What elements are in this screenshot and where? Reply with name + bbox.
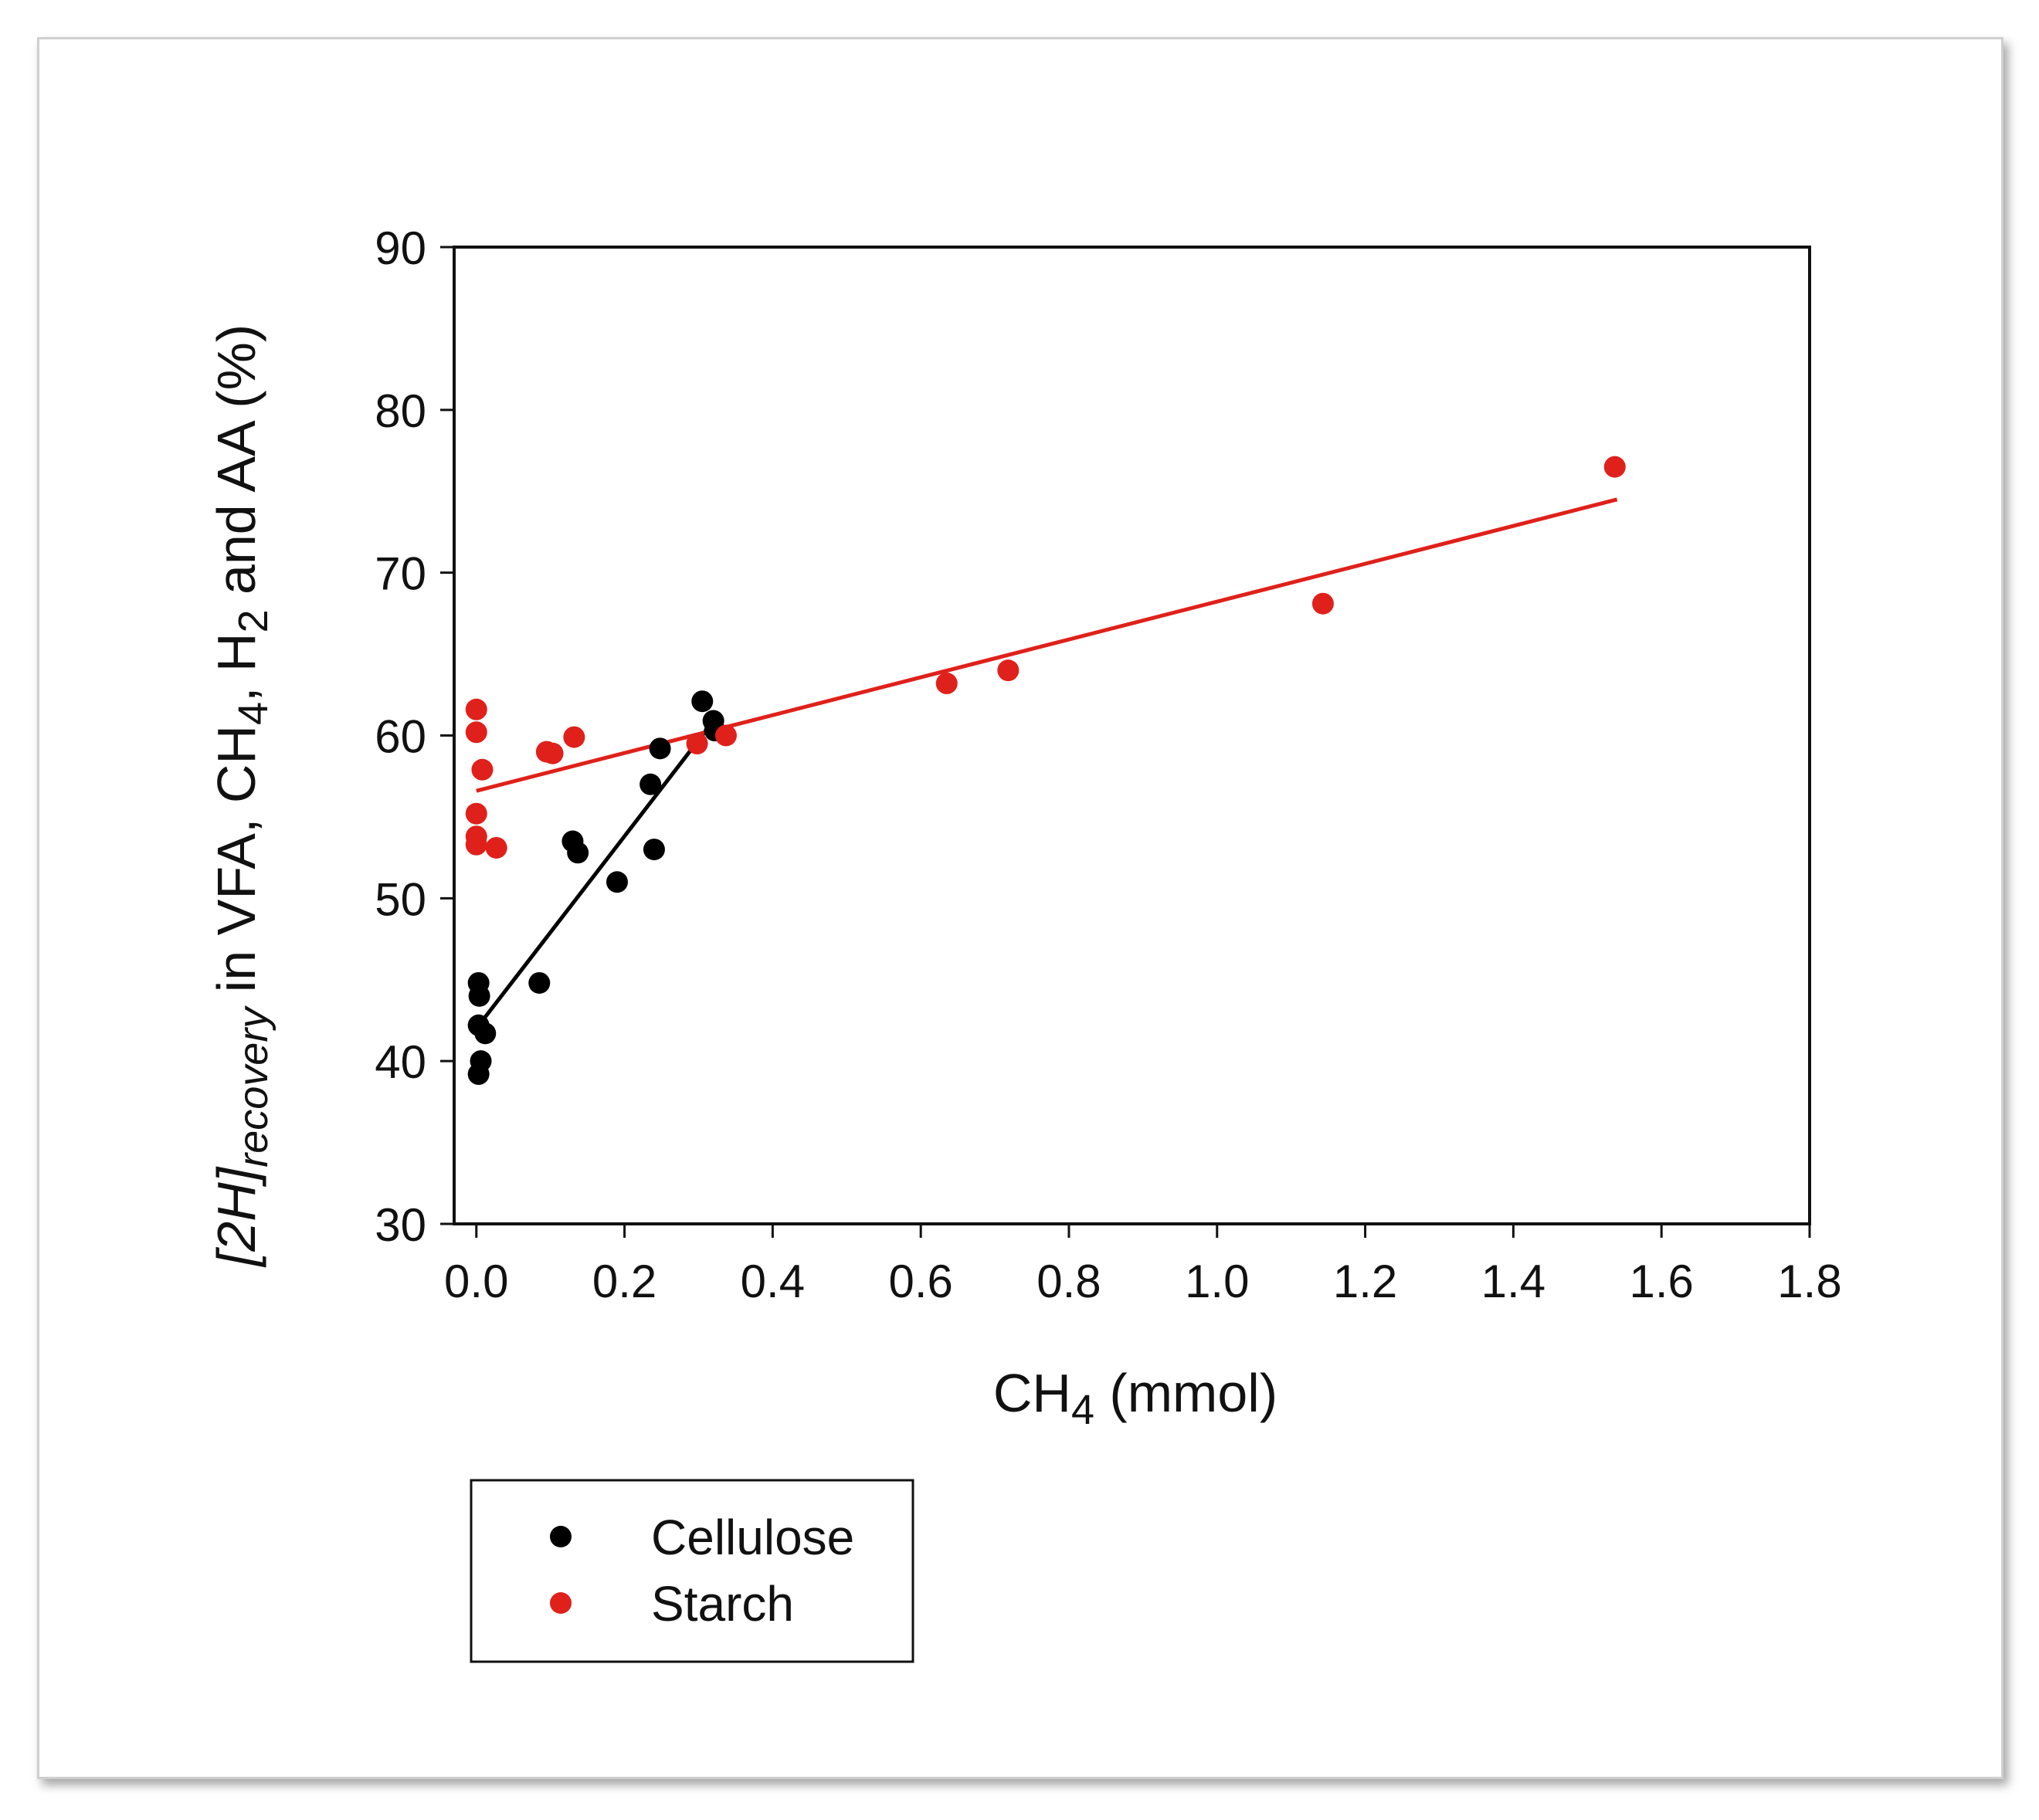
point-starch [465,721,487,744]
x-axis: 0.0 0.2 0.4 0.6 0.8 1.0 1.2 1.4 1.6 1.8 [444,1224,1842,1307]
point-cellulose [474,1022,497,1045]
y-tick-label: 40 [375,1036,426,1088]
point-starch [485,836,507,859]
point-starch [465,802,487,825]
x-tick-label: 1.4 [1481,1256,1545,1307]
x-tick-label: 0.6 [888,1256,952,1307]
x-tick-label: 1.2 [1333,1256,1397,1307]
x-tick-label: 0.2 [592,1256,656,1307]
plot-area [453,246,1811,1225]
point-starch [997,659,1020,682]
fit-line-cellulose [474,719,715,1030]
point-cellulose [640,773,662,795]
x-tick-label: 1.6 [1629,1256,1693,1307]
regression-lines [474,497,1618,1030]
y-tick-label: 90 [375,222,426,274]
legend-box [470,1479,914,1663]
point-cellulose [528,971,551,994]
legend-label-cellulose: Cellulose [651,1510,854,1565]
legend: Cellulose Starch [470,1479,914,1663]
point-starch [541,742,564,764]
y-tick-label: 70 [375,548,426,600]
point-starch [714,724,737,747]
x-tick-label: 0.8 [1036,1256,1101,1307]
y-tick-label: 60 [375,711,426,763]
point-cellulose [691,690,714,713]
plot-border [453,246,1811,1225]
point-cellulose [467,1063,490,1086]
point-starch [471,758,494,781]
x-axis-label: CH4 (mmol) [993,1363,1277,1433]
point-cellulose [468,985,490,1007]
point-starch [1311,592,1334,615]
fit-line-starch [476,497,1618,793]
y-axis: 30 40 50 60 70 80 90 [375,222,454,1251]
legend-marker-cellulose [550,1526,572,1547]
data-points [465,456,1626,1086]
point-starch [1603,456,1626,478]
legend-label-starch: Starch [651,1576,794,1632]
x-tick-label: 1.0 [1185,1256,1249,1307]
point-cellulose [643,839,665,861]
point-cellulose [606,871,628,893]
y-axis-label: [2H]recovery in VFA, CH4, H2 and AA (%) [206,324,277,1268]
point-cellulose [567,842,589,864]
x-tick-label: 0.4 [741,1256,805,1307]
x-tick-label: 0.0 [444,1256,508,1307]
legend-marker-starch [550,1592,572,1614]
y-tick-label: 80 [375,385,426,437]
point-starch [935,673,958,695]
point-starch [686,733,708,755]
y-tick-label: 30 [375,1199,426,1251]
point-starch [563,726,585,748]
point-starch [465,698,487,720]
point-starch [465,833,487,856]
point-cellulose [649,737,671,760]
figure-frame [37,37,2003,1779]
x-tick-label: 1.8 [1777,1256,1841,1307]
y-tick-label: 50 [375,873,426,925]
